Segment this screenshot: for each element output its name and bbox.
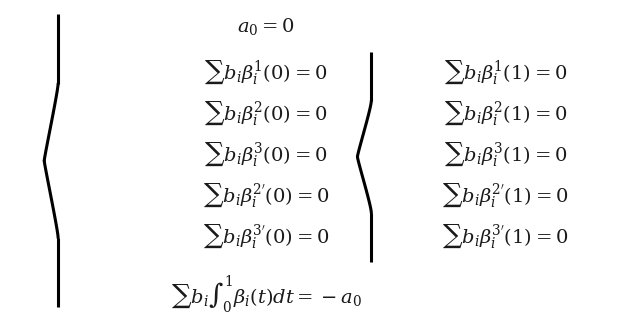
Text: $a_0 = 0$: $a_0 = 0$ bbox=[237, 16, 295, 37]
Text: $\sum b_i\beta_i^{1}(1) = 0$: $\sum b_i\beta_i^{1}(1) = 0$ bbox=[444, 59, 567, 86]
Text: $\sum b_i \int_0^1 \beta_i(t)dt = -a_0$: $\sum b_i \int_0^1 \beta_i(t)dt = -a_0$ bbox=[170, 274, 361, 316]
Text: $\sum b_i\beta_i^{2}(0) = 0$: $\sum b_i\beta_i^{2}(0) = 0$ bbox=[204, 100, 328, 127]
Text: $\sum b_i\beta_i^{3'}(1) = 0$: $\sum b_i\beta_i^{3'}(1) = 0$ bbox=[442, 223, 569, 250]
Text: $\sum b_i\beta_i^{2'}(0) = 0$: $\sum b_i\beta_i^{2'}(0) = 0$ bbox=[203, 182, 329, 209]
Text: $\sum b_i\beta_i^{1}(0) = 0$: $\sum b_i\beta_i^{1}(0) = 0$ bbox=[204, 59, 328, 86]
Text: $\sum b_i\beta_i^{2}(1) = 0$: $\sum b_i\beta_i^{2}(1) = 0$ bbox=[444, 100, 567, 127]
Text: $\sum b_i\beta_i^{3}(0) = 0$: $\sum b_i\beta_i^{3}(0) = 0$ bbox=[204, 141, 328, 168]
Text: $\sum b_i\beta_i^{3}(1) = 0$: $\sum b_i\beta_i^{3}(1) = 0$ bbox=[444, 141, 567, 168]
Text: $\sum b_i\beta_i^{3'}(0) = 0$: $\sum b_i\beta_i^{3'}(0) = 0$ bbox=[203, 223, 329, 250]
Text: $\sum b_i\beta_i^{2'}(1) = 0$: $\sum b_i\beta_i^{2'}(1) = 0$ bbox=[442, 182, 569, 209]
